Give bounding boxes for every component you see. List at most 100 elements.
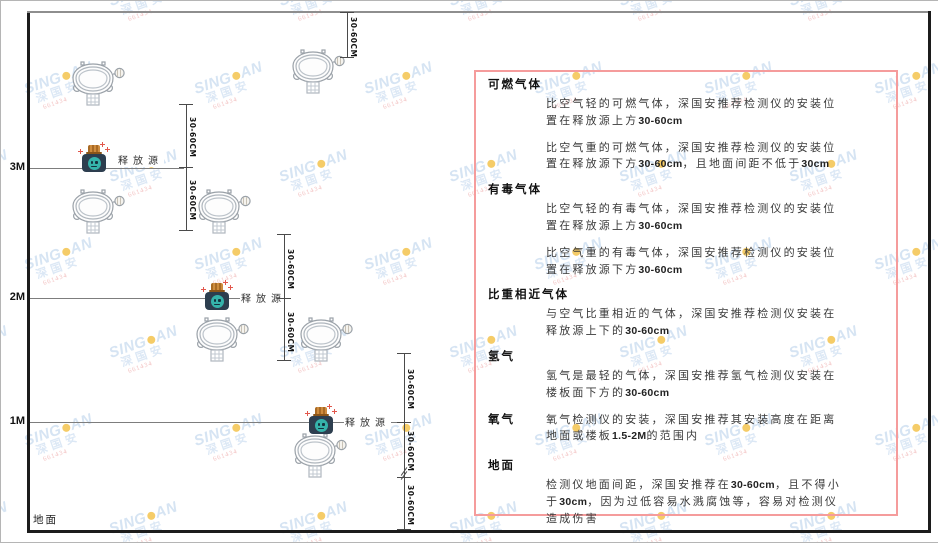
section-paragraph: 氧气 氧气检测仪的安装，深国安推荐其安装高度在距离地面或楼板1.5-2M的范围内 bbox=[488, 413, 837, 443]
watermark-dot-icon bbox=[400, 70, 412, 82]
spark-icon bbox=[105, 147, 110, 152]
section-heading: 可燃气体 bbox=[488, 79, 542, 91]
height-line-3m bbox=[30, 168, 184, 169]
height-line-1m bbox=[30, 422, 404, 423]
dim-label: 30-60CM bbox=[406, 369, 415, 410]
gas-detector-icon bbox=[69, 61, 125, 109]
release-source-icon bbox=[305, 404, 337, 435]
ceiling-line bbox=[27, 11, 931, 13]
release-source-label: 释放源 bbox=[240, 289, 287, 305]
release-source-icon bbox=[78, 142, 110, 173]
section-heading: 地面 bbox=[488, 460, 515, 473]
watermark-dot-icon bbox=[60, 246, 72, 258]
watermark-dot-icon bbox=[400, 246, 412, 258]
height-label-2m: 2M bbox=[9, 291, 25, 303]
spark-icon bbox=[78, 149, 83, 154]
watermark-dot-icon bbox=[910, 246, 922, 258]
section-paragraph: 比空气重的可燃气体，深国安推荐检测仪的安装位置在释放源下方30-60cm，且地面… bbox=[546, 141, 837, 171]
gas-detector-icon bbox=[69, 189, 125, 237]
watermark-dot-icon bbox=[910, 422, 922, 434]
watermark-dot-icon bbox=[230, 246, 242, 258]
watermark-dot-icon bbox=[315, 510, 327, 522]
dim-tick bbox=[397, 422, 411, 423]
dim-label: 30-60CM bbox=[406, 485, 415, 526]
section-heading: 有毒气体 bbox=[488, 184, 542, 197]
watermark-dot-icon bbox=[60, 422, 72, 434]
dim-label: 30-60CM bbox=[188, 117, 197, 158]
section-heading: 氧气 bbox=[488, 413, 515, 426]
section-paragraph: 比空气轻的有毒气体，深国安推荐检测仪的安装位置在释放源上方30-60cm bbox=[546, 203, 837, 232]
dim-tick bbox=[397, 529, 411, 530]
dim-tick bbox=[277, 234, 291, 235]
height-label-1m: 1M bbox=[9, 415, 25, 427]
dim-label: 30-60CM bbox=[286, 312, 295, 353]
info-panel-content: 可燃气体 比空气轻的可燃气体，深国安推荐检测仪的安装位置在释放源上方30-60cm… bbox=[488, 78, 886, 528]
dim-tick bbox=[397, 353, 411, 354]
dim-line bbox=[404, 353, 405, 530]
ground-label: 地面 bbox=[33, 515, 58, 526]
gas-detector-icon bbox=[195, 189, 251, 237]
watermark-dot-icon bbox=[910, 70, 922, 82]
watermark-dot-icon bbox=[315, 158, 327, 170]
release-source-2m: 释放源 bbox=[201, 280, 287, 311]
gas-detector-icon bbox=[193, 317, 249, 365]
dim-tick bbox=[277, 298, 291, 299]
dim-line bbox=[284, 234, 285, 361]
release-source-3m: 释放源 bbox=[78, 142, 164, 173]
section-heading: 氢气 bbox=[488, 350, 515, 363]
section-paragraph: 检测仪地面间距，深国安推荐在30-60cm，且不得小于30cm，因为过低容易水溅… bbox=[546, 479, 841, 525]
section-paragraph: 比空气轻的可燃气体，深国安推荐检测仪的安装位置在释放源上方30-60cm bbox=[546, 98, 837, 127]
right-wall-line bbox=[928, 11, 931, 533]
dim-label: 30-60CM bbox=[188, 180, 197, 221]
release-source-label: 释放源 bbox=[344, 413, 391, 429]
section-paragraph: 比空气重的有毒气体，深国安推荐检测仪的安装位置在释放源下方30-60cm bbox=[546, 246, 837, 276]
watermark-dot-icon bbox=[145, 510, 157, 522]
watermark-dot-icon bbox=[230, 70, 242, 82]
ground-line bbox=[27, 530, 931, 533]
dim-tick bbox=[277, 360, 291, 361]
watermark-dot-icon bbox=[230, 422, 242, 434]
section-paragraph: 与空气比重相近的气体，深国安推荐检测仪安装在释放源上下的30-60cm bbox=[546, 308, 837, 338]
dim-line bbox=[347, 12, 348, 58]
dim-tick bbox=[397, 477, 411, 478]
info-panel: 可燃气体 比空气轻的可燃气体，深国安推荐检测仪的安装位置在释放源上方30-60cm… bbox=[474, 70, 898, 525]
dim-label: 30-60CM bbox=[349, 17, 358, 58]
gas-detector-icon bbox=[291, 433, 347, 481]
section-heading: 比重相近气体 bbox=[488, 289, 569, 302]
dim-tick bbox=[179, 167, 193, 168]
dim-label: 30-60CM bbox=[286, 249, 295, 290]
height-label-3m: 3M bbox=[9, 161, 25, 173]
release-source-icon bbox=[201, 280, 233, 311]
dim-tick bbox=[340, 12, 354, 13]
left-wall-line bbox=[27, 11, 30, 533]
source-cap bbox=[88, 145, 100, 152]
dim-label: 30-60CM bbox=[406, 431, 415, 472]
release-source-1m: 释放源 bbox=[305, 404, 391, 435]
dim-tick bbox=[340, 57, 354, 58]
height-line-2m bbox=[30, 298, 284, 299]
section-paragraph: 氢气是最轻的气体，深国安推荐氢气检测仪安装在楼板面下方的30-60cm bbox=[546, 369, 837, 399]
dim-tick bbox=[179, 230, 193, 231]
source-brim bbox=[86, 151, 102, 154]
gas-detector-icon bbox=[289, 49, 345, 97]
gas-detector-icon bbox=[297, 317, 353, 365]
release-source-label: 释放源 bbox=[117, 151, 164, 167]
